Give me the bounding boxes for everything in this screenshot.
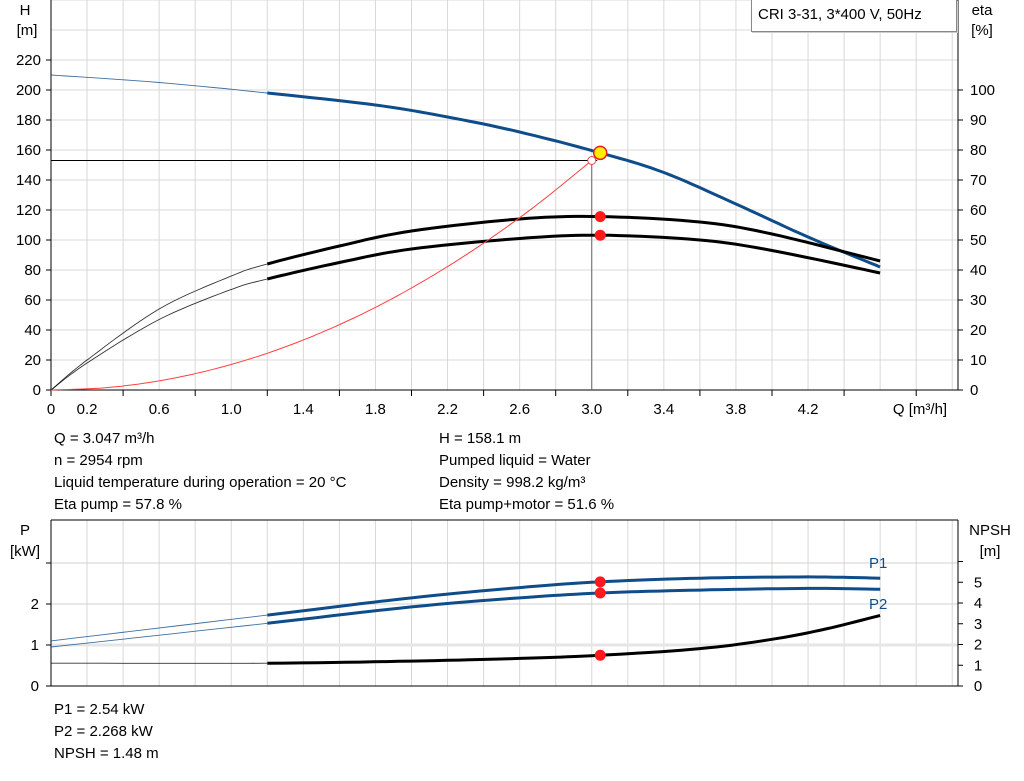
- info-eta-pump: Eta pump = 57.8 %: [54, 496, 182, 513]
- x-tick-label: 1.0: [221, 401, 242, 418]
- x-tick-label: 3.4: [653, 401, 674, 418]
- y-tick-label-right: 100: [970, 82, 995, 99]
- y-tick-label-right: 50: [970, 232, 987, 249]
- y-tick-label-right: 40: [970, 262, 987, 279]
- y-tick-label-left: 220: [16, 52, 41, 69]
- info-q: Q = 3.047 m³/h: [54, 430, 155, 447]
- npsh-curve: [267, 614, 881, 665]
- info-npsh: NPSH = 1.48 m: [54, 745, 159, 762]
- y-tick-label-left: 1: [31, 637, 39, 654]
- y-axis-label-left: P: [20, 522, 30, 539]
- eta_pump-curve: [266, 214, 881, 266]
- H-curve-thin: [50, 74, 268, 94]
- p2-marker: [594, 587, 606, 599]
- x-tick-label: 1.8: [365, 401, 386, 418]
- x-tick-label: 0.2: [77, 401, 98, 418]
- system-point-marker: [587, 156, 597, 165]
- y-tick-label-left: 40: [24, 322, 41, 339]
- y-tick-label-right: 90: [970, 112, 987, 129]
- info-block-left: Q = 3.047 m³/h n = 2954 rpm Liquid tempe…: [54, 428, 346, 516]
- eta_pump-curve-thin: [50, 263, 268, 391]
- x-tick-label: 4.2: [798, 401, 819, 418]
- y-tick-label-right: 5: [974, 574, 982, 591]
- x-tick-label: 0.6: [149, 401, 170, 418]
- y-tick-label-right: 3: [974, 616, 982, 633]
- y-tick-label-left: 100: [16, 232, 41, 249]
- x-tick-label: 0: [47, 401, 55, 418]
- eta-pump-motor-marker: [594, 229, 606, 241]
- y-tick-label-left: 60: [24, 292, 41, 309]
- y-tick-label-left: 2: [31, 596, 39, 613]
- duty-point-marker: [592, 145, 608, 161]
- y-axis-unit-right: [%]: [971, 22, 993, 39]
- p1-curve: [267, 575, 881, 617]
- y-tick-label-right: 60: [970, 202, 987, 219]
- y-tick-label-right: 10: [970, 352, 987, 369]
- x-tick-label: 1.4: [293, 401, 314, 418]
- y-axis-label-right: NPSH: [969, 522, 1011, 539]
- x-tick-label: 3.0: [581, 401, 602, 418]
- y-tick-label-left: 140: [16, 172, 41, 189]
- y-tick-label-left: 120: [16, 202, 41, 219]
- eta_pump_motor-curve-thin: [50, 278, 268, 391]
- info-density: Density = 998.2 kg/m³: [439, 474, 586, 491]
- y-tick-label-right: 20: [970, 322, 987, 339]
- chart-legend-title: CRI 3-31, 3*400 V, 50Hz: [751, 0, 957, 32]
- system_curve-curve-thin: [50, 160, 593, 391]
- y-axis-unit-left: [m]: [17, 22, 38, 39]
- y-tick-label-left: 160: [16, 142, 41, 159]
- y-tick-label-left: 200: [16, 82, 41, 99]
- series-label-p1: P1: [869, 555, 887, 572]
- y-tick-label-left: 180: [16, 112, 41, 129]
- info-n: n = 2954 rpm: [54, 452, 143, 469]
- info-eta-pump-motor: Eta pump+motor = 51.6 %: [439, 496, 615, 513]
- y-tick-label-right: 1: [974, 657, 982, 674]
- npsh-marker: [594, 649, 606, 661]
- info-block-right: H = 158.1 m Pumped liquid = Water Densit…: [439, 428, 614, 516]
- y-tick-label-left: 0: [33, 382, 41, 399]
- p1-curve-thin: [50, 614, 268, 642]
- eta_pump_motor-curve: [266, 233, 881, 281]
- y-tick-label-right: 0: [970, 382, 978, 399]
- y-tick-label-right: 4: [974, 595, 982, 612]
- x-tick-label: 2.6: [509, 401, 530, 418]
- y-tick-label-left: 20: [24, 352, 41, 369]
- p2-curve: [267, 586, 881, 625]
- y-tick-label-right: 2: [974, 637, 982, 654]
- y-axis-unit-left: [kW]: [10, 543, 40, 560]
- x-tick-label: 3.8: [726, 401, 747, 418]
- y-tick-label-right: 0: [974, 678, 982, 695]
- y-tick-label-right: 80: [970, 142, 987, 159]
- y-axis-label-left: H: [20, 2, 31, 19]
- y-tick-label-right: 30: [970, 292, 987, 309]
- info-liquid-temp: Liquid temperature during operation = 20…: [54, 474, 347, 491]
- y-axis-unit-right: [m]: [980, 543, 1001, 560]
- x-axis-label: Q [m³/h]: [893, 401, 947, 418]
- x-tick-label: 2.2: [437, 401, 458, 418]
- y-tick-label-left: 0: [31, 678, 39, 695]
- info-h: H = 158.1 m: [439, 430, 522, 447]
- y-axis-label-right: eta: [972, 2, 994, 19]
- info-block-bottom: P1 = 2.54 kW P2 = 2.268 kW NPSH = 1.48 m: [54, 699, 159, 765]
- info-p2: P2 = 2.268 kW: [54, 723, 153, 740]
- info-p1: P1 = 2.54 kW: [54, 701, 145, 718]
- y-tick-label-right: 70: [970, 172, 987, 189]
- y-tick-label-left: 80: [24, 262, 41, 279]
- info-pumped-liquid: Pumped liquid = Water: [439, 452, 591, 469]
- eta-pump-marker: [594, 211, 606, 223]
- p2-curve-thin: [50, 622, 268, 648]
- series-label-p2: P2: [869, 596, 887, 613]
- p1-marker: [594, 576, 606, 588]
